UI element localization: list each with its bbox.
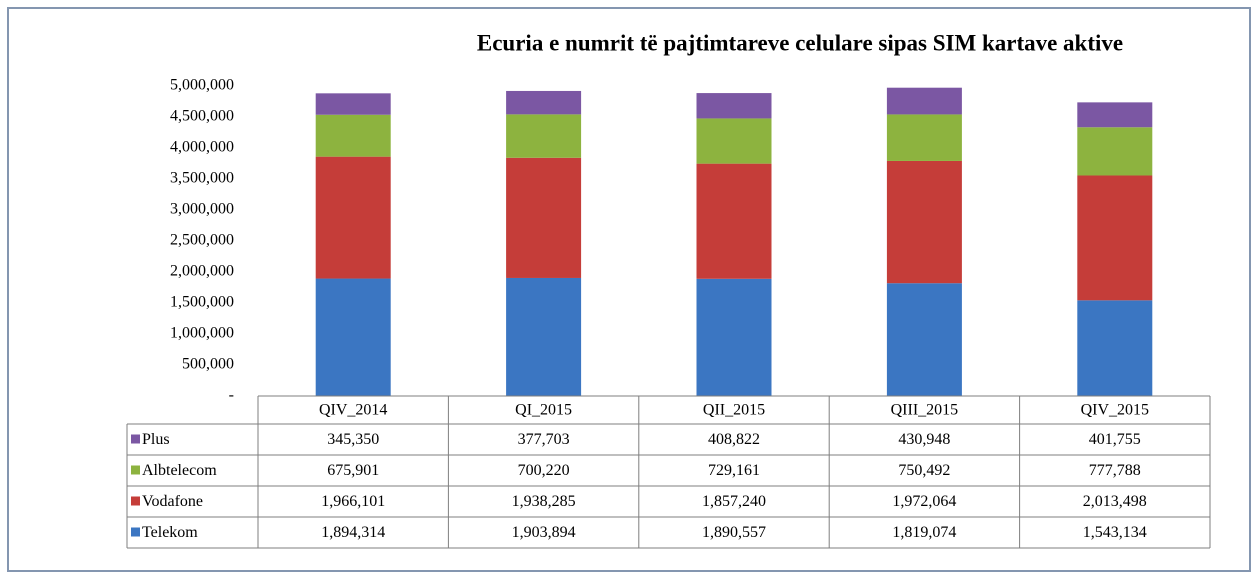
bar-segment xyxy=(1077,127,1153,176)
y-tick-label: - xyxy=(229,387,234,404)
bar-segment xyxy=(886,283,962,396)
table-value: 1,938,285 xyxy=(512,493,576,510)
bar-segment xyxy=(696,278,772,396)
bar-segment xyxy=(696,118,772,164)
bar-segment xyxy=(696,163,772,279)
legend-swatch xyxy=(131,527,140,537)
table-value: 377,703 xyxy=(518,431,570,448)
table-value: 1,972,064 xyxy=(892,493,956,510)
table-value: 1,857,240 xyxy=(702,493,766,510)
chart-title: Ecuria e numrit të pajtimtareve celulare… xyxy=(477,30,1123,55)
chart-border xyxy=(7,7,1251,572)
table-value: 729,161 xyxy=(708,462,760,479)
bar-segment xyxy=(315,114,391,157)
bar-segment xyxy=(315,278,391,396)
legend-label: Vodafone xyxy=(142,493,203,510)
table-value: 1,903,894 xyxy=(512,524,576,541)
y-tick-label: 4,000,000 xyxy=(170,139,234,156)
bar-segment xyxy=(506,114,582,158)
bar-segment xyxy=(1077,175,1153,301)
table-value: 1,819,074 xyxy=(892,524,956,541)
table-value: 430,948 xyxy=(898,431,950,448)
x-tick-label: QII_2015 xyxy=(703,402,765,419)
table-value: 408,822 xyxy=(708,431,760,448)
bar-segment xyxy=(886,114,962,161)
bar-segment xyxy=(886,160,962,284)
legend-swatch xyxy=(131,496,140,506)
table-value: 1,894,314 xyxy=(321,524,385,541)
table-value: 345,350 xyxy=(327,431,379,448)
bar-segment xyxy=(506,90,582,115)
bar-segment xyxy=(696,93,772,119)
y-tick-label: 3,500,000 xyxy=(170,170,234,187)
x-tick-label: QIV_2014 xyxy=(319,402,387,419)
x-tick-label: QIII_2015 xyxy=(891,402,959,419)
table-value: 1,543,134 xyxy=(1083,524,1147,541)
table-value: 1,890,557 xyxy=(702,524,766,541)
legend-swatch xyxy=(131,465,140,475)
table-value: 700,220 xyxy=(518,462,570,479)
legend-swatch xyxy=(131,434,140,444)
y-tick-label: 500,000 xyxy=(182,356,234,373)
y-tick-label: 1,000,000 xyxy=(170,325,234,342)
bar-segment xyxy=(315,156,391,279)
bar-segment xyxy=(1077,102,1153,128)
x-tick-label: QIV_2015 xyxy=(1081,402,1149,419)
bar-segment xyxy=(506,277,582,396)
table-value: 1,966,101 xyxy=(321,493,385,510)
bar-segment xyxy=(1077,300,1153,396)
y-tick-label: 5,000,000 xyxy=(170,77,234,94)
y-tick-label: 3,000,000 xyxy=(170,201,234,218)
table-value: 777,788 xyxy=(1089,462,1141,479)
table-value: 750,492 xyxy=(898,462,950,479)
bar-segment xyxy=(886,87,962,115)
table-value: 675,901 xyxy=(327,462,379,479)
y-tick-label: 1,500,000 xyxy=(170,294,234,311)
legend-label: Telekom xyxy=(142,524,198,541)
table-value: 401,755 xyxy=(1089,431,1141,448)
y-tick-label: 2,500,000 xyxy=(170,232,234,249)
legend-label: Albtelecom xyxy=(142,462,217,479)
bar-segment xyxy=(506,157,582,278)
x-tick-label: QI_2015 xyxy=(515,402,572,419)
table-value: 2,013,498 xyxy=(1083,493,1147,510)
legend-label: Plus xyxy=(142,431,170,448)
bar-segment xyxy=(315,93,391,115)
y-tick-label: 4,500,000 xyxy=(170,108,234,125)
y-tick-label: 2,000,000 xyxy=(170,263,234,280)
